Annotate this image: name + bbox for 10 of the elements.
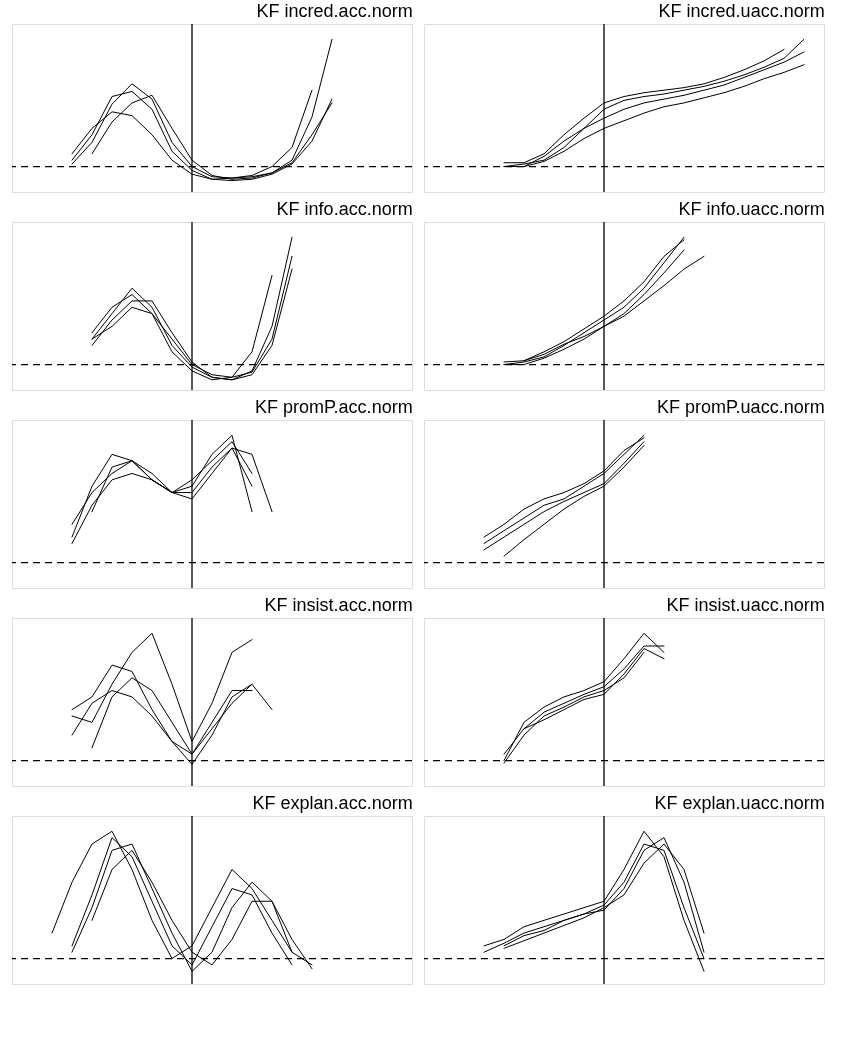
- chart-title: KF insist.acc.norm: [264, 595, 413, 616]
- chart-title: KF explan.acc.norm: [252, 793, 413, 814]
- chart-title: KF incred.acc.norm: [256, 1, 413, 22]
- chart-title: KF promP.uacc.norm: [656, 397, 825, 418]
- chart-title: KF incred.uacc.norm: [658, 1, 825, 22]
- chart-title: KF explan.uacc.norm: [654, 793, 825, 814]
- chart-title: KF info.uacc.norm: [678, 199, 825, 220]
- chart-title: KF promP.acc.norm: [254, 397, 413, 418]
- chart-title: KF info.acc.norm: [276, 199, 413, 220]
- chart-title: KF insist.uacc.norm: [666, 595, 825, 616]
